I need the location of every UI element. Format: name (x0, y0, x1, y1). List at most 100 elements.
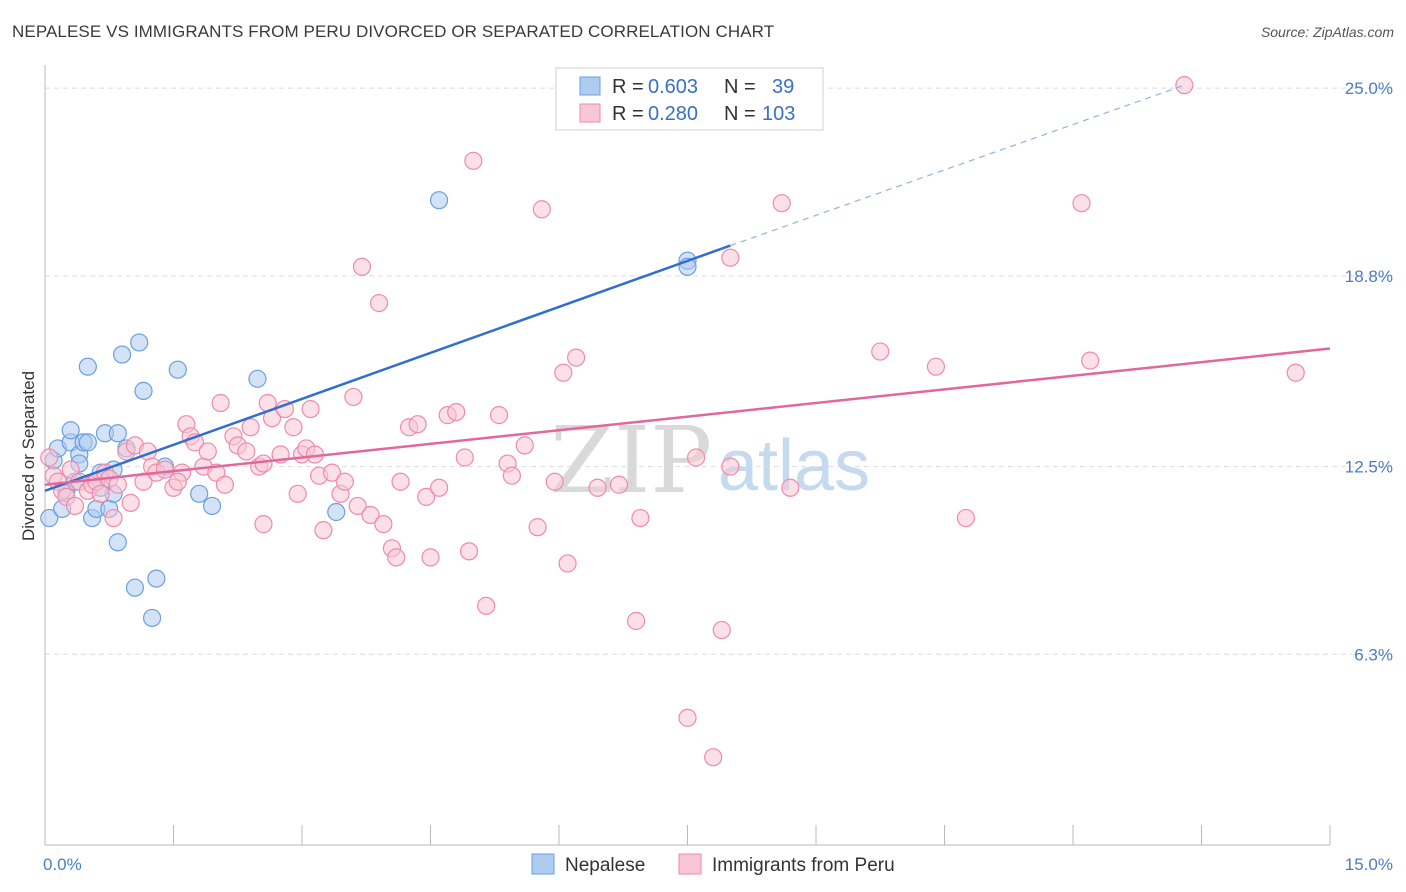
peru-point-76 (515, 436, 534, 455)
nepalese-point-31 (202, 496, 222, 516)
peru-point-77 (528, 518, 547, 537)
bottom-legend-swatch-peru (678, 853, 702, 875)
nepalese-point-6 (61, 421, 80, 440)
nepalese-point-24 (130, 333, 149, 352)
peru-point-32 (215, 475, 234, 494)
peru-point-81 (558, 554, 577, 573)
source-label: Source: ZipAtlas.com (1260, 24, 1394, 40)
peru-point-78 (532, 200, 551, 219)
legend-r-label-2: R = (612, 103, 644, 125)
peru-point-75 (502, 466, 521, 485)
nepalese-point-29 (168, 360, 187, 379)
peru-point-29 (198, 442, 217, 461)
peru-point-69 (455, 448, 474, 467)
x-tick-label-0: 0.0% (43, 855, 82, 874)
peru-point-80 (554, 363, 573, 382)
peru-point-66 (429, 478, 449, 497)
peru-point-65 (421, 548, 440, 567)
peru-point-53 (344, 387, 363, 407)
nepalese-point-20 (108, 424, 127, 443)
peru-point-97 (926, 357, 946, 376)
watermark-zip: ZIP (550, 407, 712, 514)
peru-point-99 (1072, 194, 1091, 213)
peru-point-60 (387, 548, 406, 567)
x-tick-labels: 0.0% 15.0% (43, 855, 1393, 874)
nepalese-point-0 (40, 508, 59, 528)
y-tick-label-1: 12.5% (1345, 458, 1393, 477)
nepalese-point-21 (112, 345, 132, 364)
legend-swatch-nepalese (579, 76, 601, 96)
peru-point-44 (288, 484, 307, 503)
peru-point-92 (721, 248, 740, 267)
peru-point-95 (781, 478, 800, 497)
peru-point-86 (631, 508, 650, 528)
nepalese-trend-line (44, 244, 731, 492)
y-tick-labels: 6.3% 12.5% 18.8% 25.0% (1345, 79, 1393, 664)
nepalese-point-19 (108, 533, 127, 552)
gridlines (45, 87, 1395, 655)
nepalese-point-33 (327, 502, 346, 522)
legend-n-value-1: 39 (772, 76, 794, 98)
nepalese-point-25 (134, 381, 153, 400)
peru-point-61 (391, 472, 410, 491)
bottom-legend: Nepalese Immigrants from Peru (531, 853, 895, 876)
legend-n-label-2: N = (724, 103, 756, 125)
legend-n-value-2: 103 (762, 103, 795, 125)
peru-point-35 (237, 442, 256, 461)
peru-point-85 (626, 611, 646, 631)
top-legend: R = 0.603 N = 39 R = 0.280 N = 103 (555, 67, 824, 131)
legend-r-value-2: 0.280 (648, 103, 698, 125)
peru-point-36 (241, 418, 260, 437)
peru-point-93 (721, 457, 740, 476)
peru-point-79 (545, 472, 564, 491)
peru-point-73 (489, 406, 509, 425)
peru-point-101 (1175, 76, 1194, 95)
peru-point-6 (65, 496, 85, 516)
bottom-legend-swatch-nepalese (531, 853, 555, 875)
peru-trend-line (44, 347, 1331, 486)
peru-point-90 (704, 748, 723, 767)
chart-title: NEPALESE VS IMMIGRANTS FROM PERU DIVORCE… (12, 22, 775, 41)
peru-point-94 (772, 194, 791, 213)
nepalese-trend-extension (730, 84, 1185, 247)
bottom-legend-nepalese: Nepalese (565, 855, 645, 876)
y-tick-label-3: 25.0% (1345, 79, 1393, 98)
peru-point-56 (361, 505, 380, 525)
peru-point-96 (871, 342, 890, 361)
peru-point-57 (370, 294, 389, 313)
peru-point-91 (712, 620, 731, 640)
nepalese-point-27 (147, 569, 166, 588)
peru-point-89 (686, 448, 706, 467)
bottom-legend-peru: Immigrants from Peru (712, 855, 895, 876)
trend-lines (44, 84, 1331, 492)
y-tick-label-0: 6.3% (1354, 645, 1393, 664)
y-axis-title: Divorced or Separated (19, 371, 38, 541)
peru-point-38 (254, 515, 273, 534)
peru-point-50 (322, 463, 342, 482)
peru-point-104 (91, 484, 110, 503)
peru-point-16 (121, 493, 140, 513)
nepalese-point-26 (142, 608, 162, 628)
y-tick-label-2: 18.8% (1345, 267, 1393, 286)
peru-point-52 (335, 472, 354, 491)
peru-point-83 (588, 478, 607, 497)
peru-point-0 (40, 448, 59, 467)
peru-point-64 (417, 487, 436, 506)
peru-point-47 (301, 399, 320, 419)
nepalese-point-30 (190, 484, 209, 503)
peru-point-103 (254, 454, 273, 473)
peru-point-98 (956, 508, 976, 528)
peru-point-70 (459, 542, 479, 561)
peru-point-68 (447, 402, 466, 422)
peru-point-31 (211, 393, 230, 413)
legend-n-label-1: N = (724, 76, 756, 98)
peru-point-54 (348, 496, 367, 516)
peru-point-88 (678, 708, 697, 727)
peru-point-58 (374, 515, 393, 534)
peru-point-71 (464, 151, 483, 170)
peru-point-100 (1081, 351, 1100, 370)
peru-point-82 (567, 348, 586, 367)
watermark: ZIP atlas (550, 407, 870, 514)
peru-point-13 (104, 508, 123, 528)
